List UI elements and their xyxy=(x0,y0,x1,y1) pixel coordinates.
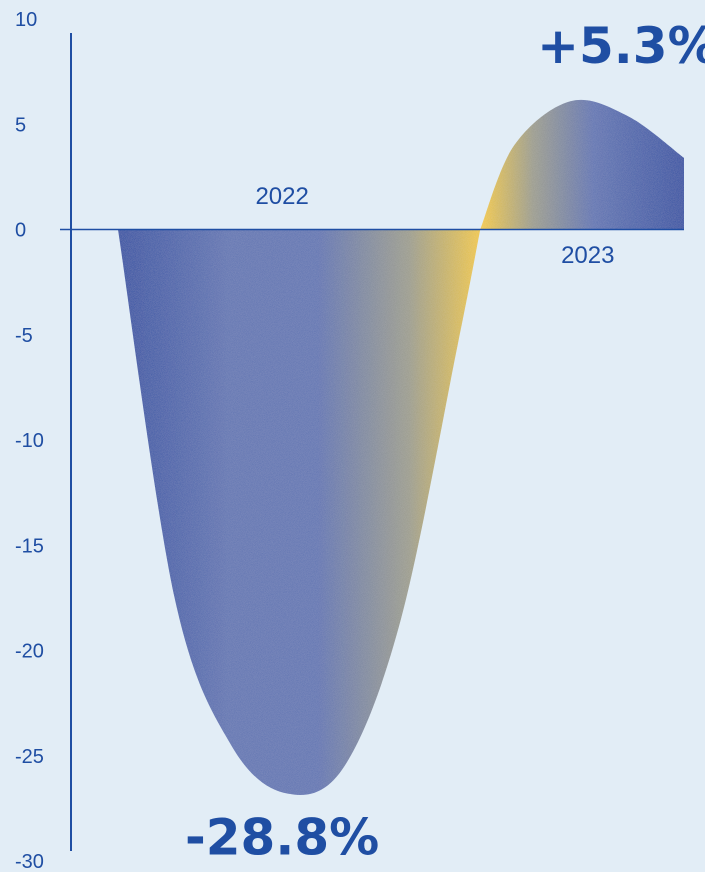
y-tick-label: -30 xyxy=(15,851,44,872)
y-tick-label: -25 xyxy=(15,746,44,768)
year-label-2023: 2023 xyxy=(561,242,614,269)
y-tick-label: 0 xyxy=(15,220,26,242)
max-change-label: +5.3% xyxy=(537,17,705,75)
y-tick-label: 5 xyxy=(15,114,26,136)
y-tick-label: -15 xyxy=(15,535,44,557)
y-tick-label: -20 xyxy=(15,641,44,663)
positive-area-2023 xyxy=(480,99,684,230)
negative-area-2022 xyxy=(118,229,481,795)
y-tick-label: -10 xyxy=(15,430,44,452)
min-change-label: -28.8% xyxy=(185,809,379,867)
year-label-2022: 2022 xyxy=(255,183,308,210)
y-axis-ticks: 10 5 0 -5 -10 -15 -20 -25 -30 xyxy=(15,9,44,872)
y-tick-label: -5 xyxy=(15,325,33,347)
y-tick-label: 10 xyxy=(15,9,37,31)
